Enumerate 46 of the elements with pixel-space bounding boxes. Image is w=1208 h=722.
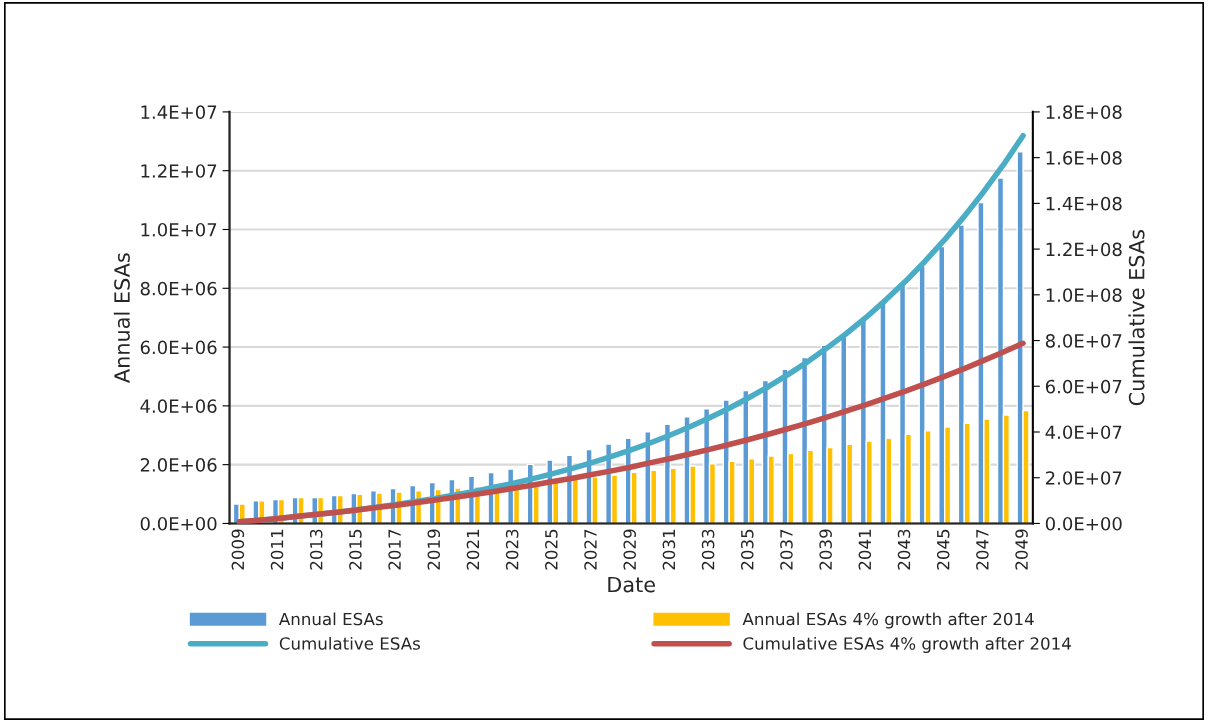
x-tick-label: 2017 — [388, 529, 401, 570]
x-tick-label: 2015 — [349, 529, 362, 570]
y2-tick-label: 1.0E+08 — [1046, 288, 1122, 302]
x-tick-label: 2025 — [545, 529, 558, 570]
y2-tick-label: 1.4E+08 — [1046, 196, 1122, 211]
y2-tick-label: 1.2E+08 — [1046, 242, 1122, 257]
x-tick-label: 2009 — [231, 529, 245, 570]
x-tick-label: 2019 — [427, 529, 441, 570]
x-tick-label: 2041 — [858, 529, 872, 570]
x-tick-label: 2047 — [976, 529, 989, 570]
y-tick-label: 4.0E+06 — [140, 399, 217, 413]
x-tick-label: 2029 — [623, 529, 637, 570]
x-tick-label: 2027 — [584, 529, 597, 570]
x-axis-title: Date — [608, 576, 655, 593]
y-tick-label: 0.0E+00 — [140, 516, 217, 531]
y2-axis-title: Cumulative ESAs — [1128, 229, 1145, 406]
x-tick-label: 2033 — [701, 529, 715, 570]
y2-tick-label: 8.0E+07 — [1045, 334, 1122, 348]
x-tick-label: 2037 — [780, 529, 793, 570]
x-tick-label: 2045 — [936, 529, 950, 570]
x-tick-label: 2011 — [270, 529, 284, 570]
y2-tick-label: 6.0E+07 — [1045, 379, 1122, 394]
legend-label: Annual ESAs — [278, 612, 383, 626]
legend-label: Annual ESAs 4% growth after 2014 — [742, 612, 1034, 629]
x-tick-label: 2023 — [505, 529, 519, 570]
x-tick-label: 2039 — [819, 529, 832, 570]
y-tick-label: 1.0E+07 — [141, 222, 217, 237]
y2-tick-label: 1.8E+08 — [1046, 105, 1122, 120]
x-tick-label: 2043 — [897, 529, 911, 570]
y-tick-label: 8.0E+06 — [140, 281, 217, 296]
y2-tick-label: 2.0E+07 — [1045, 471, 1122, 485]
y2-tick-label: 1.6E+08 — [1046, 151, 1122, 165]
y-axis-title: Annual ESAs — [113, 253, 130, 383]
legend-label: Cumulative ESAs — [279, 636, 420, 650]
legend-label: Cumulative ESAs 4% growth after 2014 — [743, 636, 1071, 654]
x-tick-label: 2031 — [662, 529, 676, 570]
x-tick-label: 2013 — [309, 529, 323, 570]
y2-tick-label: 0.0E+00 — [1045, 516, 1122, 531]
x-tick-label: 2021 — [466, 529, 480, 570]
x-tick-label: 2049 — [1015, 529, 1028, 570]
y-tick-label: 6.0E+06 — [140, 340, 217, 355]
y2-tick-label: 4.0E+07 — [1045, 425, 1122, 440]
y-tick-label: 1.2E+07 — [141, 164, 217, 178]
x-tick-label: 2035 — [740, 529, 754, 570]
y-tick-label: 1.4E+07 — [141, 105, 217, 120]
y-tick-label: 2.0E+06 — [140, 458, 217, 472]
